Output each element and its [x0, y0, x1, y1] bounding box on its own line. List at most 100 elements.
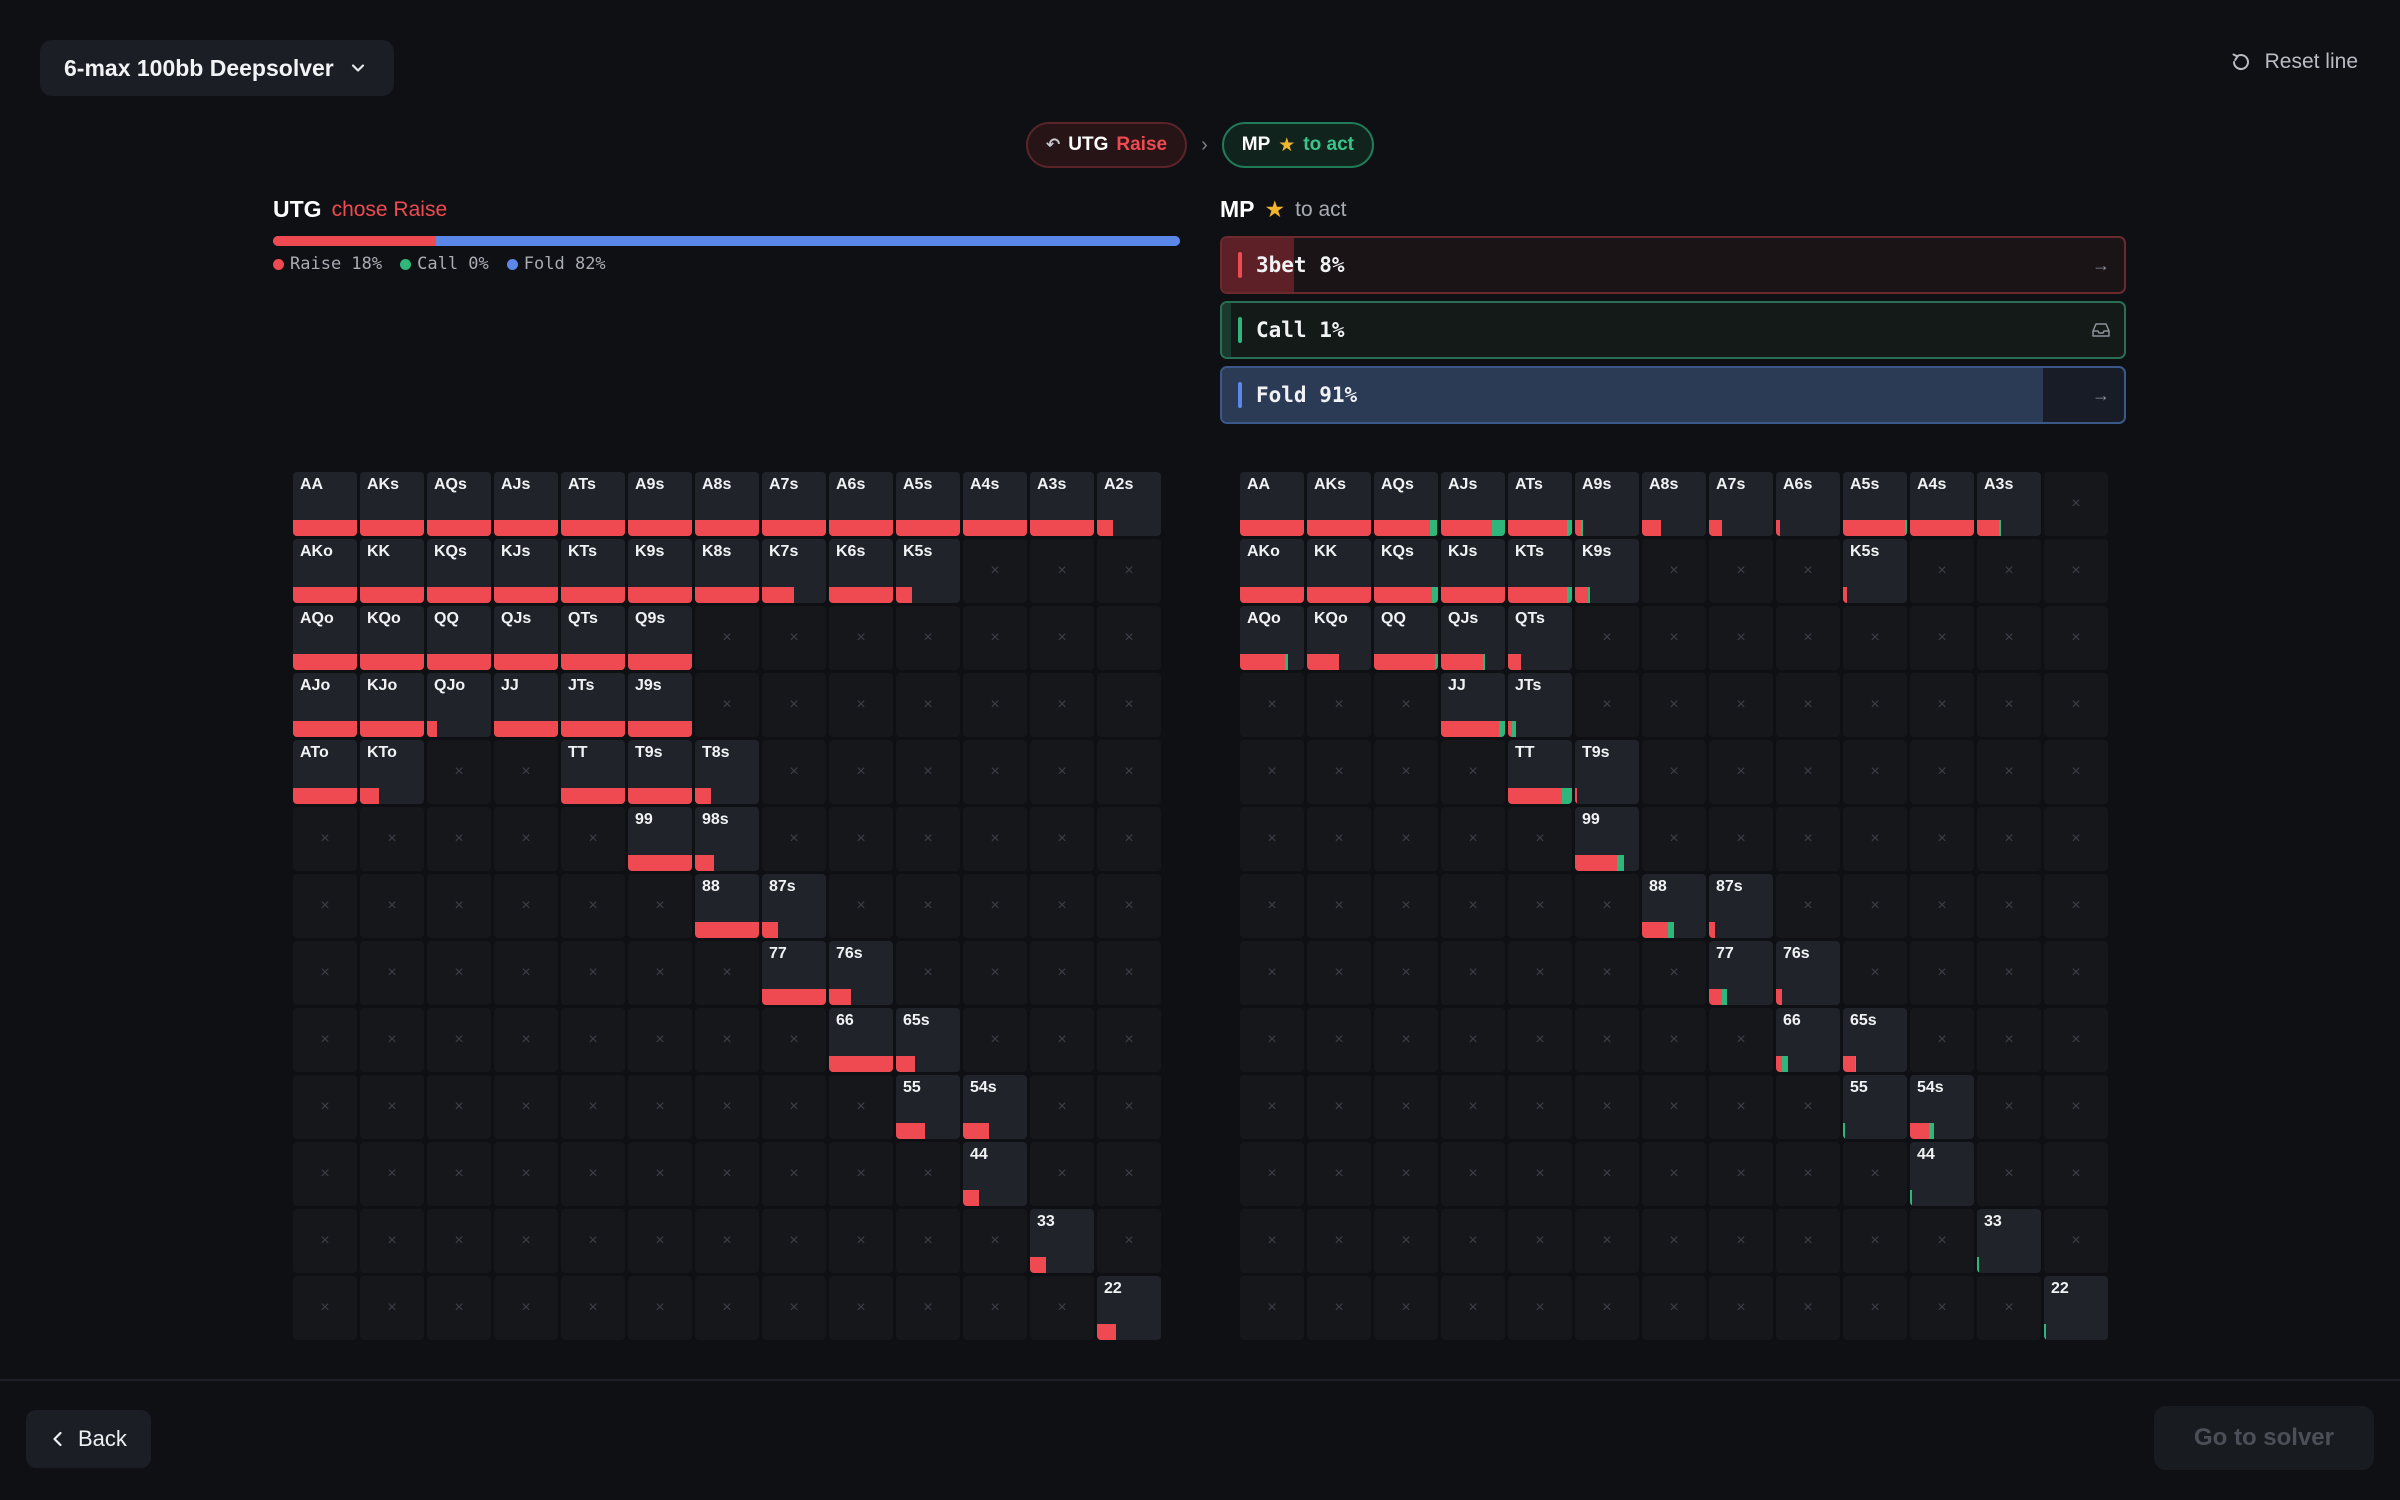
- hand-cell-AA[interactable]: AA: [293, 472, 357, 536]
- hand-cell-empty[interactable]: ×: [1307, 941, 1371, 1005]
- hand-cell-KQs[interactable]: KQs: [1374, 539, 1438, 603]
- option-fold[interactable]: Fold 91% →: [1220, 366, 2126, 424]
- breadcrumb-step-mp[interactable]: MP ★ to act: [1221, 122, 1374, 168]
- hand-cell-empty[interactable]: ×: [1030, 1008, 1094, 1072]
- hand-cell-empty[interactable]: ×: [494, 1276, 558, 1340]
- hand-cell-empty[interactable]: ×: [1240, 807, 1304, 871]
- hand-cell-JTs[interactable]: JTs: [561, 673, 625, 737]
- hand-cell-66[interactable]: 66: [829, 1008, 893, 1072]
- hand-cell-Q9s[interactable]: Q9s: [628, 606, 692, 670]
- hand-cell-empty[interactable]: ×: [1642, 1008, 1706, 1072]
- hand-cell-empty[interactable]: ×: [1575, 673, 1639, 737]
- hand-cell-empty[interactable]: ×: [293, 941, 357, 1005]
- hand-cell-empty[interactable]: ×: [360, 1075, 424, 1139]
- preset-selector[interactable]: 6-max 100bb Deepsolver: [40, 40, 394, 96]
- hand-cell-empty[interactable]: ×: [561, 874, 625, 938]
- hand-cell-empty[interactable]: ×: [427, 1008, 491, 1072]
- hand-cell-empty[interactable]: ×: [1977, 1075, 2041, 1139]
- hand-cell-empty[interactable]: ×: [829, 1142, 893, 1206]
- hand-cell-22[interactable]: 22: [2044, 1276, 2108, 1340]
- hand-cell-empty[interactable]: ×: [1843, 1142, 1907, 1206]
- hand-cell-empty[interactable]: ×: [896, 807, 960, 871]
- hand-cell-AKo[interactable]: AKo: [1240, 539, 1304, 603]
- hand-cell-empty[interactable]: ×: [1097, 539, 1161, 603]
- hand-cell-A3s[interactable]: A3s: [1030, 472, 1094, 536]
- hand-cell-empty[interactable]: ×: [1030, 673, 1094, 737]
- hand-cell-65s[interactable]: 65s: [896, 1008, 960, 1072]
- hand-cell-empty[interactable]: ×: [427, 874, 491, 938]
- hand-cell-empty[interactable]: ×: [963, 606, 1027, 670]
- hand-cell-empty[interactable]: ×: [561, 1008, 625, 1072]
- hand-cell-empty[interactable]: ×: [695, 606, 759, 670]
- hand-cell-empty[interactable]: ×: [1977, 874, 2041, 938]
- hand-cell-K9s[interactable]: K9s: [628, 539, 692, 603]
- hand-cell-empty[interactable]: ×: [896, 1142, 960, 1206]
- hand-cell-A5s[interactable]: A5s: [1843, 472, 1907, 536]
- hand-cell-empty[interactable]: ×: [427, 1209, 491, 1273]
- hand-cell-99[interactable]: 99: [628, 807, 692, 871]
- hand-cell-empty[interactable]: ×: [2044, 1209, 2108, 1273]
- hand-cell-empty[interactable]: ×: [829, 1075, 893, 1139]
- hand-cell-empty[interactable]: ×: [963, 539, 1027, 603]
- hand-cell-QJs[interactable]: QJs: [494, 606, 558, 670]
- hand-cell-empty[interactable]: ×: [1307, 1276, 1371, 1340]
- hand-cell-empty[interactable]: ×: [1307, 807, 1371, 871]
- hand-cell-76s[interactable]: 76s: [829, 941, 893, 1005]
- hand-cell-empty[interactable]: ×: [1374, 673, 1438, 737]
- hand-cell-empty[interactable]: ×: [1977, 606, 2041, 670]
- hand-cell-empty[interactable]: ×: [1441, 941, 1505, 1005]
- hand-cell-empty[interactable]: ×: [1642, 740, 1706, 804]
- hand-cell-empty[interactable]: ×: [427, 740, 491, 804]
- hand-cell-empty[interactable]: ×: [1374, 807, 1438, 871]
- hand-cell-empty[interactable]: ×: [1776, 1209, 1840, 1273]
- hand-cell-AKs[interactable]: AKs: [1307, 472, 1371, 536]
- hand-cell-empty[interactable]: ×: [1097, 673, 1161, 737]
- hand-cell-empty[interactable]: ×: [2044, 807, 2108, 871]
- hand-cell-empty[interactable]: ×: [695, 1276, 759, 1340]
- hand-cell-AQo[interactable]: AQo: [1240, 606, 1304, 670]
- hand-cell-98s[interactable]: 98s: [695, 807, 759, 871]
- hand-cell-empty[interactable]: ×: [1575, 1075, 1639, 1139]
- hand-cell-KK[interactable]: KK: [360, 539, 424, 603]
- hand-cell-empty[interactable]: ×: [1374, 1008, 1438, 1072]
- hand-cell-empty[interactable]: ×: [293, 1276, 357, 1340]
- hand-cell-ATs[interactable]: ATs: [1508, 472, 1572, 536]
- hand-cell-empty[interactable]: ×: [829, 740, 893, 804]
- hand-cell-empty[interactable]: ×: [1441, 1209, 1505, 1273]
- hand-cell-empty[interactable]: ×: [1776, 807, 1840, 871]
- hand-cell-empty[interactable]: ×: [1977, 1142, 2041, 1206]
- hand-cell-empty[interactable]: ×: [695, 1075, 759, 1139]
- hand-cell-empty[interactable]: ×: [628, 1142, 692, 1206]
- hand-cell-AJo[interactable]: AJo: [293, 673, 357, 737]
- hand-cell-empty[interactable]: ×: [1508, 1209, 1572, 1273]
- hand-cell-empty[interactable]: ×: [2044, 874, 2108, 938]
- hand-cell-empty[interactable]: ×: [1374, 1075, 1438, 1139]
- hand-cell-empty[interactable]: ×: [1575, 1008, 1639, 1072]
- hand-cell-empty[interactable]: ×: [695, 941, 759, 1005]
- hand-cell-empty[interactable]: ×: [1910, 1209, 1974, 1273]
- hand-cell-empty[interactable]: ×: [1240, 941, 1304, 1005]
- hand-cell-empty[interactable]: ×: [1709, 740, 1773, 804]
- hand-cell-QJs[interactable]: QJs: [1441, 606, 1505, 670]
- hand-cell-empty[interactable]: ×: [829, 1276, 893, 1340]
- hand-cell-empty[interactable]: ×: [1709, 673, 1773, 737]
- hand-cell-empty[interactable]: ×: [1776, 539, 1840, 603]
- hand-cell-empty[interactable]: ×: [628, 1008, 692, 1072]
- hand-cell-empty[interactable]: ×: [1374, 1209, 1438, 1273]
- option-3bet[interactable]: 3bet 8% →: [1220, 236, 2126, 294]
- hand-cell-empty[interactable]: ×: [963, 740, 1027, 804]
- hand-cell-empty[interactable]: ×: [1709, 1008, 1773, 1072]
- hand-cell-empty[interactable]: ×: [1240, 1276, 1304, 1340]
- hand-cell-empty[interactable]: ×: [1642, 673, 1706, 737]
- hand-cell-empty[interactable]: ×: [762, 740, 826, 804]
- hand-cell-55[interactable]: 55: [896, 1075, 960, 1139]
- hand-cell-empty[interactable]: ×: [561, 941, 625, 1005]
- hand-cell-empty[interactable]: ×: [1575, 1276, 1639, 1340]
- hand-cell-empty[interactable]: ×: [2044, 539, 2108, 603]
- hand-cell-empty[interactable]: ×: [1030, 740, 1094, 804]
- hand-cell-AKo[interactable]: AKo: [293, 539, 357, 603]
- hand-cell-empty[interactable]: ×: [829, 874, 893, 938]
- hand-cell-empty[interactable]: ×: [1776, 673, 1840, 737]
- hand-cell-empty[interactable]: ×: [1374, 874, 1438, 938]
- hand-cell-empty[interactable]: ×: [1910, 941, 1974, 1005]
